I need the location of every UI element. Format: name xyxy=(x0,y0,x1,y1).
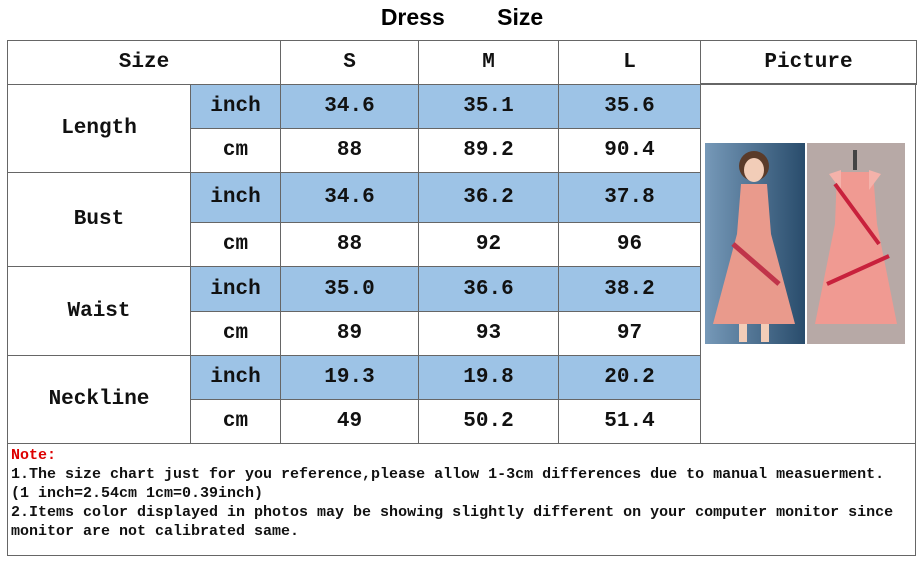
value-cell: 50.2 xyxy=(418,399,559,444)
value-cell: 89 xyxy=(280,311,419,356)
note-line: 2.Items color displayed in photos may be… xyxy=(11,504,903,540)
picture-cell xyxy=(700,83,916,444)
value-cell: 20.2 xyxy=(558,355,701,400)
unit-cell: cm xyxy=(190,311,281,356)
title: Dress Size xyxy=(380,4,544,30)
header-cell: S xyxy=(280,40,419,85)
measure-label: Length xyxy=(7,84,191,173)
value-cell: 88 xyxy=(280,222,419,267)
value-cell: 36.2 xyxy=(418,172,559,223)
value-cell: 97 xyxy=(558,311,701,356)
value-cell: 35.0 xyxy=(280,266,419,312)
value-cell: 36.6 xyxy=(418,266,559,312)
note: Note: 1.The size chart just for you refe… xyxy=(7,443,916,556)
header-cell: L xyxy=(558,40,701,85)
value-cell: 19.3 xyxy=(280,355,419,400)
value-cell: 35.6 xyxy=(558,84,701,129)
unit-cell: inch xyxy=(190,355,281,400)
value-cell: 51.4 xyxy=(558,399,701,444)
header-cell: Picture xyxy=(700,40,917,85)
value-cell: 19.8 xyxy=(418,355,559,400)
value-cell: 35.1 xyxy=(418,84,559,129)
value-cell: 88 xyxy=(280,128,419,173)
value-cell: 49 xyxy=(280,399,419,444)
value-cell: 34.6 xyxy=(280,172,419,223)
unit-cell: inch xyxy=(190,84,281,129)
note-title: Note: xyxy=(11,447,57,464)
note-line: (1 inch=2.54cm 1cm=0.39inch) xyxy=(11,485,264,502)
value-cell: 89.2 xyxy=(418,128,559,173)
header-cell: M xyxy=(418,40,559,85)
value-cell: 38.2 xyxy=(558,266,701,312)
unit-cell: inch xyxy=(190,266,281,312)
value-cell: 92 xyxy=(418,222,559,267)
unit-cell: cm xyxy=(190,399,281,444)
unit-cell: inch xyxy=(190,172,281,223)
measure-label: Neckline xyxy=(7,355,191,444)
unit-cell: cm xyxy=(190,222,281,267)
value-cell: 93 xyxy=(418,311,559,356)
dress-photos xyxy=(705,143,905,344)
value-cell: 34.6 xyxy=(280,84,419,129)
note-line: 1.The size chart just for you reference,… xyxy=(11,466,885,483)
value-cell: 90.4 xyxy=(558,128,701,173)
header-cell: Size xyxy=(7,40,281,85)
measure-label: Bust xyxy=(7,172,191,267)
measure-label: Waist xyxy=(7,266,191,356)
value-cell: 96 xyxy=(558,222,701,267)
unit-cell: cm xyxy=(190,128,281,173)
value-cell: 37.8 xyxy=(558,172,701,223)
